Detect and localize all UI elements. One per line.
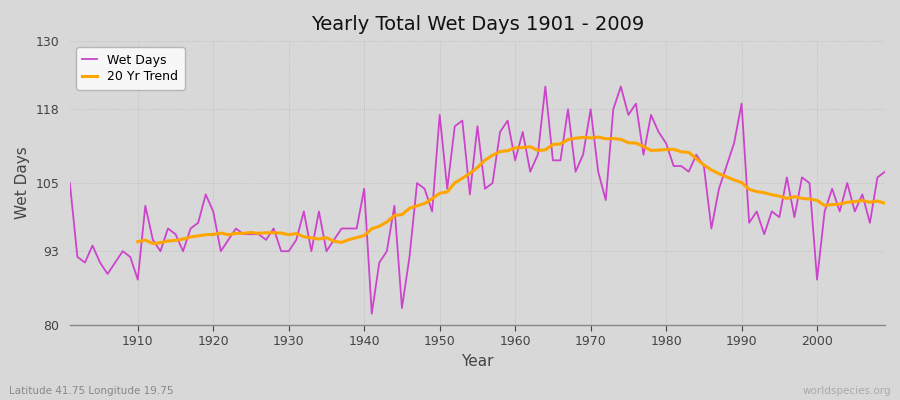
Wet Days <box>509 158 520 163</box>
Title: Yearly Total Wet Days 1901 - 2009: Yearly Total Wet Days 1901 - 2009 <box>310 15 644 34</box>
20 Yr Trend <box>148 241 158 246</box>
Wet Days <box>540 84 551 89</box>
Text: Latitude 41.75 Longitude 19.75: Latitude 41.75 Longitude 19.75 <box>9 386 174 396</box>
Wet Days <box>125 254 136 259</box>
Wet Days <box>337 226 347 231</box>
Y-axis label: Wet Days: Wet Days <box>15 147 30 220</box>
Line: Wet Days: Wet Days <box>70 86 885 314</box>
Wet Days <box>65 181 76 186</box>
20 Yr Trend <box>525 144 535 149</box>
Legend: Wet Days, 20 Yr Trend: Wet Days, 20 Yr Trend <box>76 47 184 90</box>
20 Yr Trend <box>857 198 868 203</box>
20 Yr Trend <box>879 201 890 206</box>
20 Yr Trend <box>132 239 143 244</box>
Line: 20 Yr Trend: 20 Yr Trend <box>138 137 885 244</box>
Wet Days <box>366 311 377 316</box>
Wet Days <box>879 169 890 174</box>
Wet Days <box>518 130 528 134</box>
20 Yr Trend <box>284 232 294 237</box>
20 Yr Trend <box>313 237 324 242</box>
Wet Days <box>291 238 302 242</box>
X-axis label: Year: Year <box>461 354 494 369</box>
Wet Days <box>616 84 626 89</box>
20 Yr Trend <box>834 202 845 206</box>
Text: worldspecies.org: worldspecies.org <box>803 386 891 396</box>
20 Yr Trend <box>593 135 604 140</box>
20 Yr Trend <box>585 136 596 140</box>
